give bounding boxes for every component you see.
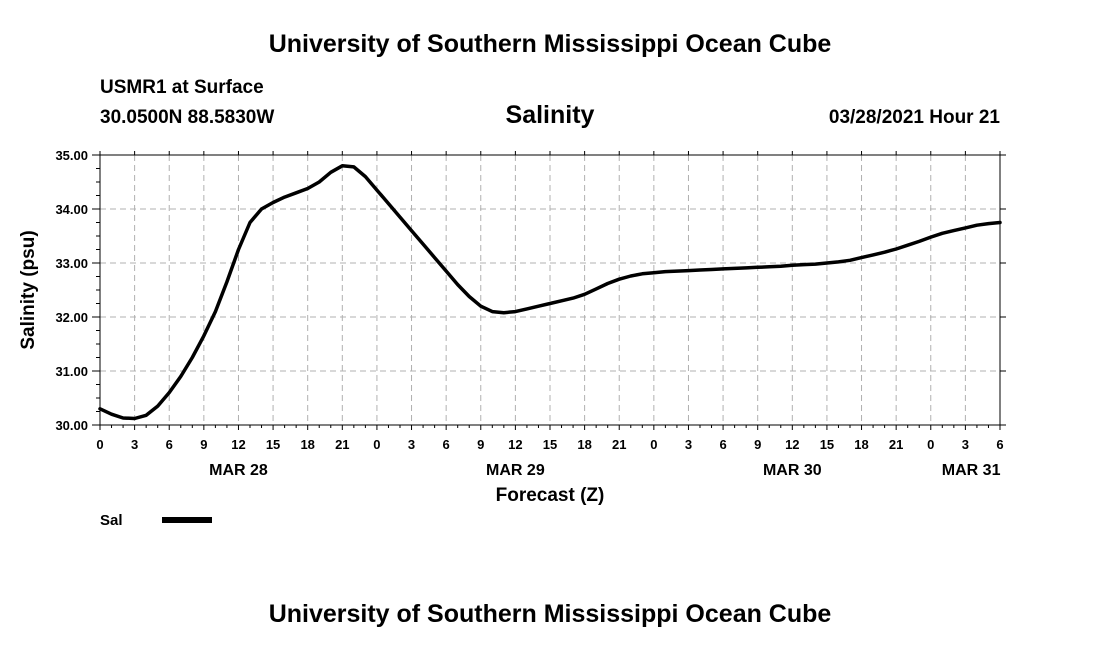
x-tick-label: 21 xyxy=(335,437,349,452)
plot-frame xyxy=(99,154,1001,426)
x-tick-label: 6 xyxy=(719,437,726,452)
y-tick-label: 33.00 xyxy=(55,256,88,271)
y-tick-label: 30.00 xyxy=(55,418,88,433)
chart-title: Salinity xyxy=(505,101,595,129)
x-tick-label: 12 xyxy=(508,437,522,452)
x-tick-label: 15 xyxy=(266,437,280,452)
x-tick-label: 12 xyxy=(785,437,799,452)
x-tick-label: 6 xyxy=(996,437,1003,452)
station-coordinates: 30.0500N 88.5830W xyxy=(100,107,275,128)
grid xyxy=(100,155,1000,425)
x-tick-label: 3 xyxy=(685,437,692,452)
x-tick-label: 9 xyxy=(477,437,484,452)
x-tick-label: 0 xyxy=(96,437,103,452)
x-tick-label: 9 xyxy=(200,437,207,452)
x-tick-label: 0 xyxy=(373,437,380,452)
x-tick-label: 18 xyxy=(577,437,591,452)
x-axis-title: Forecast (Z) xyxy=(496,485,605,506)
y-axis-title: Salinity (psu) xyxy=(18,230,39,349)
axis-tick-labels: 0 3 6 9 12 15 18 21 0 3 6 9 12 15 18 21 0 3 6 9 12 15 18 21 0 3 6 3… xyxy=(55,148,1003,479)
date-label: MAR 29 xyxy=(486,462,545,479)
forecast-timestamp: 03/28/2021 Hour 21 xyxy=(828,107,1000,128)
x-tick-label: 12 xyxy=(231,437,245,452)
page-title: University of Southern Mississippi Ocean… xyxy=(268,30,832,58)
x-tick-label: 0 xyxy=(927,437,934,452)
y-tick-label: 31.00 xyxy=(55,364,88,379)
x-tick-label: 0 xyxy=(650,437,657,452)
x-tick-label: 15 xyxy=(820,437,834,452)
x-tick-label: 9 xyxy=(754,437,761,452)
x-tick-label: 18 xyxy=(300,437,314,452)
date-label: MAR 28 xyxy=(209,462,268,479)
date-label: MAR 30 xyxy=(763,462,822,479)
y-tick-label: 32.00 xyxy=(55,310,88,325)
x-tick-label: 3 xyxy=(131,437,138,452)
x-tick-label: 6 xyxy=(443,437,450,452)
x-tick-label: 3 xyxy=(962,437,969,452)
x-tick-label: 3 xyxy=(408,437,415,452)
series-layer xyxy=(98,164,1002,421)
date-label: MAR 31 xyxy=(942,462,1001,479)
x-tick-label: 18 xyxy=(854,437,868,452)
x-tick-label: 6 xyxy=(166,437,173,452)
station-label: USMR1 at Surface xyxy=(100,77,264,98)
footer-title: University of Southern Mississippi Ocean… xyxy=(268,600,832,628)
legend: Sal xyxy=(100,512,212,529)
x-tick-label: 21 xyxy=(612,437,626,452)
y-tick-label: 34.00 xyxy=(55,202,88,217)
y-tick-label: 35.00 xyxy=(55,148,88,163)
axis-ticks xyxy=(92,151,1006,430)
series-line-sal xyxy=(98,164,1002,421)
legend-label: Sal xyxy=(100,512,123,529)
x-tick-label: 21 xyxy=(889,437,903,452)
x-tick-label: 15 xyxy=(543,437,557,452)
